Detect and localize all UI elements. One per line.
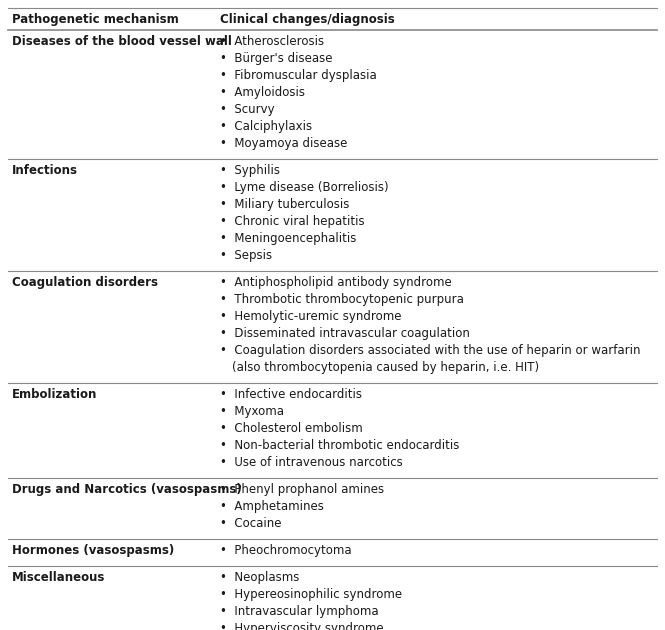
- Text: Coagulation disorders: Coagulation disorders: [12, 276, 158, 289]
- Text: •  Disseminated intravascular coagulation: • Disseminated intravascular coagulation: [220, 327, 470, 340]
- Text: •  Bürger's disease: • Bürger's disease: [220, 52, 332, 65]
- Text: •  Myxoma: • Myxoma: [220, 405, 284, 418]
- Text: Miscellaneous: Miscellaneous: [12, 571, 105, 584]
- Text: Hormones (vasospasms): Hormones (vasospasms): [12, 544, 174, 557]
- Text: •  Neoplasms: • Neoplasms: [220, 571, 299, 584]
- Text: Drugs and Narcotics (vasospasms): Drugs and Narcotics (vasospasms): [12, 483, 242, 496]
- Text: •  Cocaine: • Cocaine: [220, 517, 281, 530]
- Text: •  Non-bacterial thrombotic endocarditis: • Non-bacterial thrombotic endocarditis: [220, 439, 460, 452]
- Text: •  Sepsis: • Sepsis: [220, 249, 272, 262]
- Text: Pathogenetic mechanism: Pathogenetic mechanism: [12, 13, 179, 26]
- Text: •  Meningoencephalitis: • Meningoencephalitis: [220, 232, 356, 245]
- Text: •  Hyperviscosity syndrome: • Hyperviscosity syndrome: [220, 622, 384, 630]
- Text: (also thrombocytopenia caused by heparin, i.e. HIT): (also thrombocytopenia caused by heparin…: [232, 361, 539, 374]
- Text: •  Scurvy: • Scurvy: [220, 103, 275, 116]
- Text: •  Chronic viral hepatitis: • Chronic viral hepatitis: [220, 215, 364, 228]
- Text: •  Amphetamines: • Amphetamines: [220, 500, 324, 513]
- Text: •  Pheochromocytoma: • Pheochromocytoma: [220, 544, 352, 557]
- Text: Infections: Infections: [12, 164, 78, 177]
- Text: •  Phenyl prophanol amines: • Phenyl prophanol amines: [220, 483, 384, 496]
- Text: •  Cholesterol embolism: • Cholesterol embolism: [220, 422, 362, 435]
- Text: •  Moyamoya disease: • Moyamoya disease: [220, 137, 347, 150]
- Text: •  Lyme disease (Borreliosis): • Lyme disease (Borreliosis): [220, 181, 388, 194]
- Text: Diseases of the blood vessel wall: Diseases of the blood vessel wall: [12, 35, 232, 48]
- Text: •  Infective endocarditis: • Infective endocarditis: [220, 388, 362, 401]
- Text: •  Antiphospholipid antibody syndrome: • Antiphospholipid antibody syndrome: [220, 276, 452, 289]
- Text: •  Coagulation disorders associated with the use of heparin or warfarin: • Coagulation disorders associated with …: [220, 344, 640, 357]
- Text: •  Hypereosinophilic syndrome: • Hypereosinophilic syndrome: [220, 588, 402, 601]
- Text: •  Thrombotic thrombocytopenic purpura: • Thrombotic thrombocytopenic purpura: [220, 293, 464, 306]
- Text: •  Amyloidosis: • Amyloidosis: [220, 86, 305, 99]
- Text: •  Miliary tuberculosis: • Miliary tuberculosis: [220, 198, 349, 211]
- Text: •  Fibromuscular dysplasia: • Fibromuscular dysplasia: [220, 69, 377, 82]
- Text: •  Atherosclerosis: • Atherosclerosis: [220, 35, 324, 48]
- Text: •  Calciphylaxis: • Calciphylaxis: [220, 120, 312, 133]
- Text: •  Use of intravenous narcotics: • Use of intravenous narcotics: [220, 456, 403, 469]
- Text: Embolization: Embolization: [12, 388, 97, 401]
- Text: Clinical changes/diagnosis: Clinical changes/diagnosis: [220, 13, 395, 26]
- Text: •  Hemolytic-uremic syndrome: • Hemolytic-uremic syndrome: [220, 310, 402, 323]
- Text: •  Syphilis: • Syphilis: [220, 164, 280, 177]
- Text: •  Intravascular lymphoma: • Intravascular lymphoma: [220, 605, 378, 618]
